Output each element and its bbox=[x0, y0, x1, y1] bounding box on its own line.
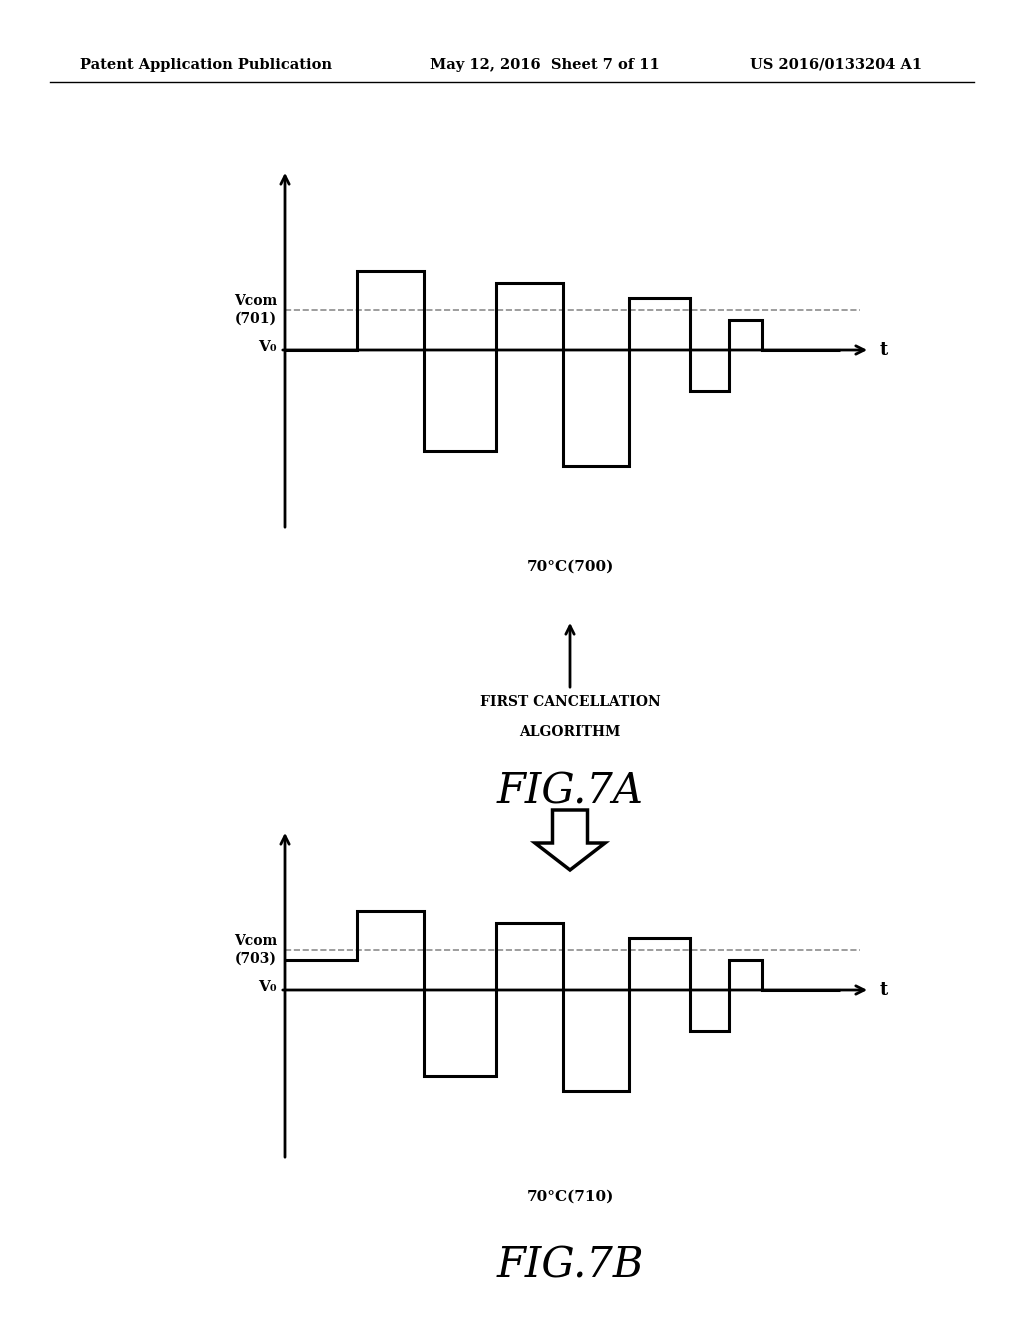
Text: FIG.7A: FIG.7A bbox=[497, 770, 643, 812]
Text: 70°C(700): 70°C(700) bbox=[526, 560, 613, 574]
Text: V₀: V₀ bbox=[258, 979, 278, 994]
Text: FIG.7B: FIG.7B bbox=[497, 1245, 644, 1287]
Text: V₀: V₀ bbox=[258, 341, 278, 354]
Text: FIRST CANCELLATION: FIRST CANCELLATION bbox=[479, 696, 660, 709]
Text: Patent Application Publication: Patent Application Publication bbox=[80, 58, 332, 73]
Polygon shape bbox=[535, 810, 605, 870]
Text: ALGORITHM: ALGORITHM bbox=[519, 725, 621, 739]
Text: t: t bbox=[880, 981, 888, 999]
Text: Vcom
(701): Vcom (701) bbox=[233, 294, 278, 326]
Text: t: t bbox=[880, 341, 888, 359]
Text: 70°C(710): 70°C(710) bbox=[526, 1191, 613, 1204]
Text: Vcom
(703): Vcom (703) bbox=[233, 935, 278, 966]
Text: May 12, 2016  Sheet 7 of 11: May 12, 2016 Sheet 7 of 11 bbox=[430, 58, 659, 73]
Text: US 2016/0133204 A1: US 2016/0133204 A1 bbox=[750, 58, 923, 73]
